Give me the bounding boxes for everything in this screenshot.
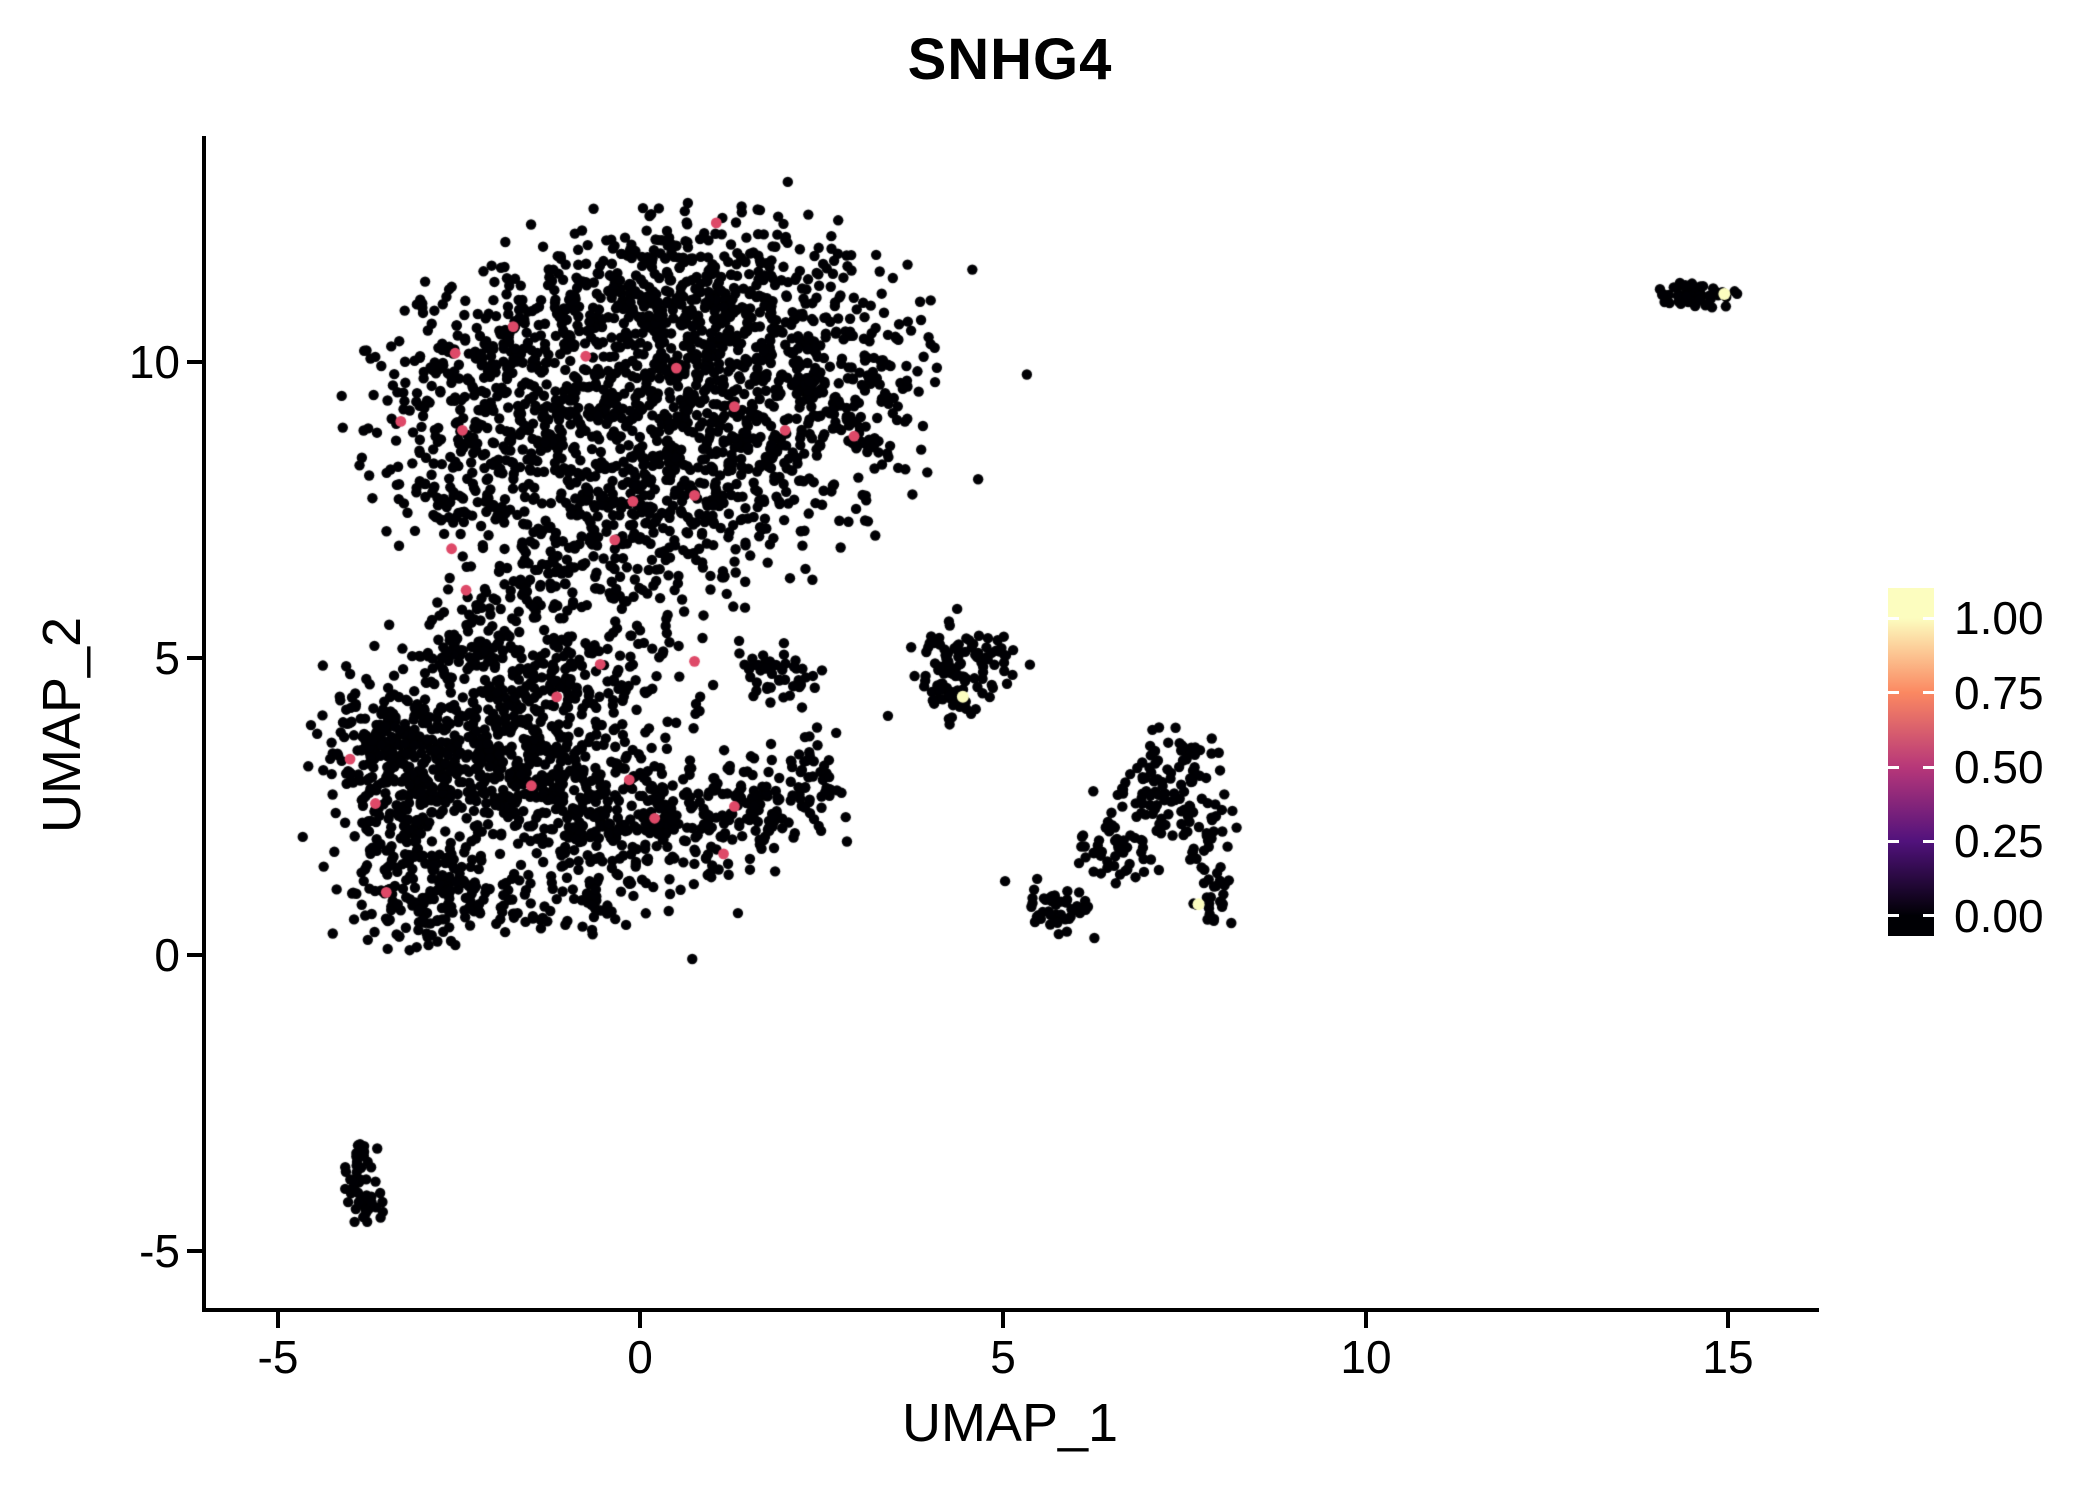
- y-tick-label: 0: [154, 929, 180, 981]
- plot-title: SNHG4: [907, 27, 1113, 92]
- x-tick-mark: [638, 1312, 642, 1328]
- colorbar-tick-mark: [1923, 766, 1934, 769]
- x-tick-mark: [1726, 1312, 1730, 1328]
- y-tick-mark: [187, 1249, 203, 1253]
- y-tick-mark: [187, 953, 203, 957]
- x-tick-label: 15: [1702, 1331, 1754, 1383]
- colorbar-tick-mark: [1888, 840, 1899, 843]
- y-tick-mark: [187, 656, 203, 660]
- y-tick-label: -5: [139, 1225, 180, 1277]
- x-axis-line: [202, 1308, 1819, 1312]
- colorbar-tick-label: 0.25: [1954, 815, 2044, 867]
- x-tick-mark: [276, 1312, 280, 1328]
- colorbar-tick-label: 0.50: [1954, 741, 2044, 793]
- colorbar-tick-mark: [1888, 691, 1899, 694]
- y-axis-title: UMAP_2: [32, 616, 92, 834]
- x-axis-title: UMAP_1: [901, 1393, 1119, 1453]
- colorbar-tick-mark: [1923, 617, 1934, 620]
- x-tick-label: 0: [627, 1331, 653, 1383]
- colorbar-gradient: [1888, 588, 1934, 936]
- y-tick-mark: [187, 360, 203, 364]
- y-tick-label: 5: [154, 632, 180, 684]
- colorbar-tick-label: 0.00: [1954, 890, 2044, 942]
- x-tick-mark: [1001, 1312, 1005, 1328]
- colorbar-tick-mark: [1888, 617, 1899, 620]
- colorbar-tick-mark: [1888, 914, 1899, 917]
- colorbar-tick-mark: [1923, 691, 1934, 694]
- colorbar-tick-label: 0.75: [1954, 667, 2044, 719]
- y-tick-label: 10: [128, 336, 180, 388]
- colorbar-tick-mark: [1923, 914, 1934, 917]
- colorbar-tick-mark: [1923, 840, 1934, 843]
- colorbar-tick-mark: [1888, 766, 1899, 769]
- x-tick-label: 10: [1340, 1331, 1392, 1383]
- x-tick-mark: [1364, 1312, 1368, 1328]
- scatter-canvas: [205, 140, 1815, 1310]
- x-tick-label: 5: [990, 1331, 1016, 1383]
- y-axis-line: [202, 136, 206, 1312]
- x-tick-label: -5: [257, 1331, 299, 1383]
- colorbar-tick-label: 1.00: [1954, 592, 2044, 644]
